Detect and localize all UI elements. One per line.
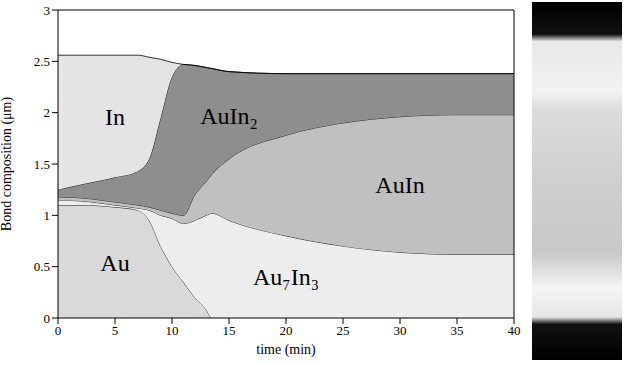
svg-text:AuIn₂: AuIn₂ [200, 103, 258, 129]
svg-text:1: 1 [44, 208, 51, 223]
svg-text:30: 30 [394, 323, 407, 338]
svg-text:0: 0 [55, 323, 62, 338]
svg-text:5: 5 [112, 323, 119, 338]
svg-text:10: 10 [166, 323, 179, 338]
svg-text:35: 35 [451, 323, 464, 338]
svg-text:0.5: 0.5 [34, 259, 50, 274]
svg-text:Bond composition (μm): Bond composition (μm) [0, 97, 15, 232]
svg-text:Au₇In₃: Au₇In₃ [253, 264, 319, 290]
svg-text:In: In [105, 104, 125, 130]
svg-text:2.5: 2.5 [34, 54, 50, 69]
svg-text:25: 25 [337, 323, 350, 338]
svg-text:0: 0 [44, 311, 51, 326]
svg-text:time (min): time (min) [256, 342, 316, 358]
svg-text:1.5: 1.5 [34, 157, 50, 172]
svg-text:3: 3 [44, 3, 51, 18]
svg-text:2: 2 [44, 105, 51, 120]
svg-text:15: 15 [223, 323, 236, 338]
svg-text:AuIn: AuIn [375, 172, 424, 198]
svg-text:40: 40 [508, 323, 521, 338]
svg-text:20: 20 [280, 323, 293, 338]
svg-text:Au: Au [100, 250, 129, 276]
